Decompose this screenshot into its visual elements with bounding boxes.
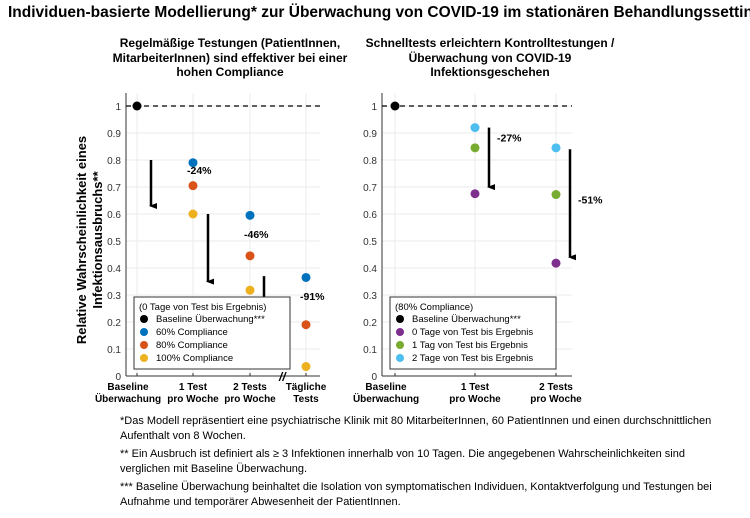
y-axis-label: Relative Wahrscheinlichkeit eines bbox=[74, 136, 89, 344]
y-tick-label: 0 bbox=[371, 372, 377, 383]
x-tick-label: pro Woche bbox=[449, 394, 501, 405]
x-tick-label: pro Woche bbox=[224, 394, 276, 405]
data-point bbox=[551, 190, 561, 200]
x-tick-label: 2 Tests bbox=[233, 382, 267, 393]
reduction-label: -24% bbox=[187, 165, 212, 177]
y-tick-label: 0.2 bbox=[363, 318, 377, 329]
y-tick-label: 0.3 bbox=[107, 291, 121, 302]
y-tick-label: 0.2 bbox=[107, 318, 121, 329]
footnote-1: *Das Modell repräsentiert eine psychiatr… bbox=[120, 415, 712, 442]
data-point bbox=[188, 209, 198, 219]
data-point bbox=[188, 158, 198, 168]
reduction-label: -46% bbox=[244, 229, 269, 241]
left-chart-title: Regelmäßige Testungen (PatientInnen, Mit… bbox=[112, 36, 348, 79]
y-tick-label: 0.7 bbox=[107, 183, 121, 194]
data-point bbox=[551, 258, 561, 268]
x-tick-label: Tägliche bbox=[286, 382, 327, 393]
y-tick-label: 0.6 bbox=[107, 210, 121, 221]
data-point bbox=[245, 210, 255, 220]
legend-marker bbox=[396, 328, 404, 336]
y-tick-label: 0.6 bbox=[363, 210, 377, 221]
legend-entry: 1 Tag von Test bis Ergebnis bbox=[412, 340, 528, 351]
data-point bbox=[301, 362, 311, 372]
legend-entry: 0 Tage von Test bis Ergebnis bbox=[412, 327, 533, 338]
right-chart-title: Schnelltests erleichtern Kontrolltestung… bbox=[365, 36, 615, 79]
legend-title: (0 Tage von Test bis Ergebnis) bbox=[139, 302, 266, 313]
legend-entry: 80% Compliance bbox=[156, 340, 228, 351]
data-point bbox=[470, 123, 480, 133]
data-point bbox=[301, 320, 311, 330]
y-tick-label: 1 bbox=[371, 102, 377, 113]
legend-marker bbox=[396, 315, 404, 323]
y-tick-label: 0.5 bbox=[363, 237, 377, 248]
y-axis-label: Infektionsausbruchs** bbox=[90, 170, 105, 308]
legend-entry: 60% Compliance bbox=[156, 327, 228, 338]
legend-entry: Baseline Überwachung*** bbox=[412, 314, 521, 325]
footnote-3: *** Baseline Überwachung beinhaltet die … bbox=[120, 481, 712, 508]
data-point bbox=[551, 143, 561, 153]
legend-entry: 2 Tage von Test bis Ergebnis bbox=[412, 353, 533, 364]
figure-title: Individuen-basierte Modellierung* zur Üb… bbox=[8, 4, 750, 21]
x-tick-label: Tests bbox=[293, 394, 319, 405]
x-tick-label: Überwachung bbox=[95, 392, 161, 405]
reduction-label: -51% bbox=[578, 194, 603, 206]
legend-marker bbox=[140, 341, 148, 349]
y-tick-label: 0.4 bbox=[363, 264, 377, 275]
legend-marker bbox=[396, 341, 404, 349]
data-point bbox=[188, 181, 198, 191]
legend-entry: 100% Compliance bbox=[156, 353, 233, 364]
legend-marker bbox=[396, 354, 404, 362]
x-tick-label: 1 Test bbox=[461, 382, 490, 393]
data-point bbox=[470, 189, 480, 199]
y-tick-label: 0.4 bbox=[107, 264, 121, 275]
y-tick-label: 0.9 bbox=[107, 129, 121, 140]
data-point bbox=[301, 272, 311, 282]
point-baseline bbox=[132, 101, 142, 111]
legend-marker bbox=[140, 315, 148, 323]
legend-title: (80% Compliance) bbox=[395, 302, 473, 313]
y-tick-label: 0 bbox=[115, 372, 121, 383]
footnotes: *Das Modell repräsentiert eine psychiatr… bbox=[120, 414, 730, 513]
x-tick-label: Baseline bbox=[107, 382, 149, 393]
x-tick-label: Überwachung bbox=[353, 392, 419, 405]
reduction-label: -27% bbox=[497, 132, 522, 144]
y-tick-label: 0.8 bbox=[107, 156, 121, 167]
axis-break-icon: // bbox=[278, 370, 287, 384]
y-tick-label: 0.5 bbox=[107, 237, 121, 248]
y-tick-label: 0.8 bbox=[363, 156, 377, 167]
legend-entry: Baseline Überwachung*** bbox=[156, 314, 265, 325]
y-tick-label: 0.9 bbox=[363, 129, 377, 140]
legend-marker bbox=[140, 354, 148, 362]
data-point bbox=[245, 251, 255, 261]
x-tick-label: 1 Test bbox=[179, 382, 208, 393]
footnote-2: ** Ein Ausbruch ist definiert als ≥ 3 In… bbox=[120, 448, 685, 475]
x-tick-label: Baseline bbox=[365, 382, 407, 393]
y-tick-label: 0.3 bbox=[363, 291, 377, 302]
legend-box bbox=[133, 296, 291, 370]
x-tick-label: pro Woche bbox=[167, 394, 219, 405]
y-tick-label: 0.7 bbox=[363, 183, 377, 194]
x-tick-label: 2 Tests bbox=[539, 382, 573, 393]
legend-marker bbox=[140, 328, 148, 336]
x-tick-label: pro Woche bbox=[530, 394, 582, 405]
y-tick-label: 0.1 bbox=[107, 345, 121, 356]
legend-box bbox=[389, 296, 557, 370]
charts: 00.10.20.30.40.50.60.70.80.91BaselineÜbe… bbox=[74, 93, 603, 405]
y-tick-label: 0.1 bbox=[363, 345, 377, 356]
y-tick-label: 1 bbox=[115, 102, 121, 113]
point-baseline bbox=[390, 101, 400, 111]
reduction-label: -91% bbox=[300, 291, 325, 303]
data-point bbox=[470, 143, 480, 153]
data-point bbox=[245, 285, 255, 295]
